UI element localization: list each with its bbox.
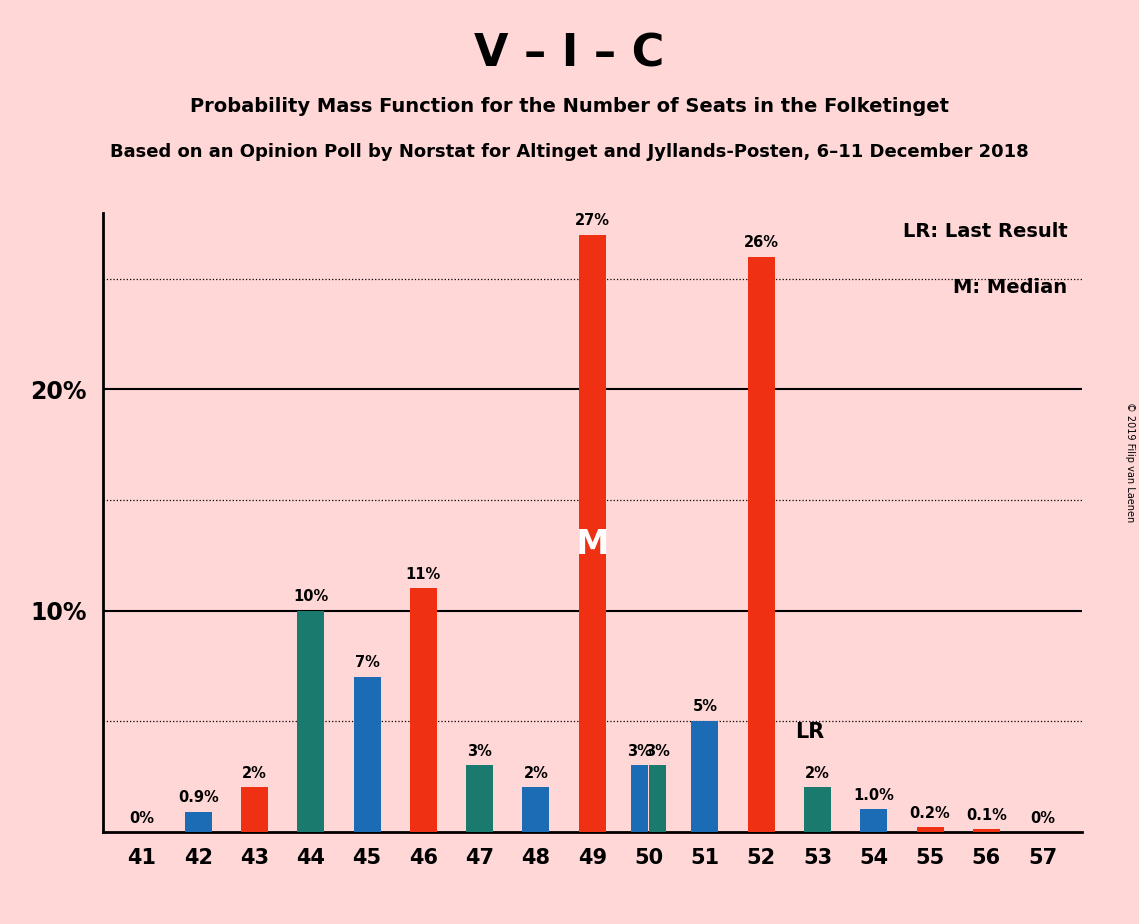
Bar	[917, 827, 943, 832]
Bar	[410, 589, 437, 832]
Text: 1.0%: 1.0%	[853, 788, 894, 803]
Text: 0.1%: 0.1%	[966, 808, 1007, 822]
Bar	[631, 765, 648, 832]
Text: 3%: 3%	[467, 744, 492, 759]
Text: LR: Last Result: LR: Last Result	[902, 222, 1067, 241]
Bar	[973, 830, 1000, 832]
Bar	[860, 809, 887, 832]
Bar	[579, 235, 606, 832]
Text: 7%: 7%	[354, 655, 379, 670]
Text: Probability Mass Function for the Number of Seats in the Folketinget: Probability Mass Function for the Number…	[190, 97, 949, 116]
Text: V – I – C: V – I – C	[474, 32, 665, 76]
Text: 3%: 3%	[628, 744, 653, 759]
Text: 2%: 2%	[524, 766, 548, 781]
Bar	[353, 676, 380, 832]
Text: 2%: 2%	[243, 766, 267, 781]
Text: 0.9%: 0.9%	[178, 790, 219, 805]
Text: M: M	[575, 528, 609, 561]
Text: © 2019 Filip van Laenen: © 2019 Filip van Laenen	[1125, 402, 1134, 522]
Bar	[241, 787, 268, 832]
Text: 27%: 27%	[575, 213, 609, 228]
Bar	[185, 811, 212, 832]
Bar	[804, 787, 831, 832]
Text: Based on an Opinion Poll by Norstat for Altinget and Jyllands-Posten, 6–11 Decem: Based on an Opinion Poll by Norstat for …	[110, 143, 1029, 161]
Text: 2%: 2%	[805, 766, 830, 781]
Bar	[747, 257, 775, 832]
Text: 0%: 0%	[1030, 811, 1055, 826]
Text: M: Median: M: Median	[953, 277, 1067, 297]
Text: 3%: 3%	[645, 744, 670, 759]
Text: LR: LR	[795, 722, 825, 742]
Bar	[297, 611, 325, 832]
Text: 0.2%: 0.2%	[910, 806, 950, 821]
Text: 26%: 26%	[744, 235, 779, 250]
Text: 5%: 5%	[693, 699, 718, 714]
Bar	[649, 765, 666, 832]
Bar	[523, 787, 549, 832]
Bar	[691, 721, 719, 832]
Bar	[466, 765, 493, 832]
Text: 0%: 0%	[130, 811, 155, 826]
Text: 11%: 11%	[405, 566, 441, 582]
Text: 10%: 10%	[293, 589, 328, 604]
